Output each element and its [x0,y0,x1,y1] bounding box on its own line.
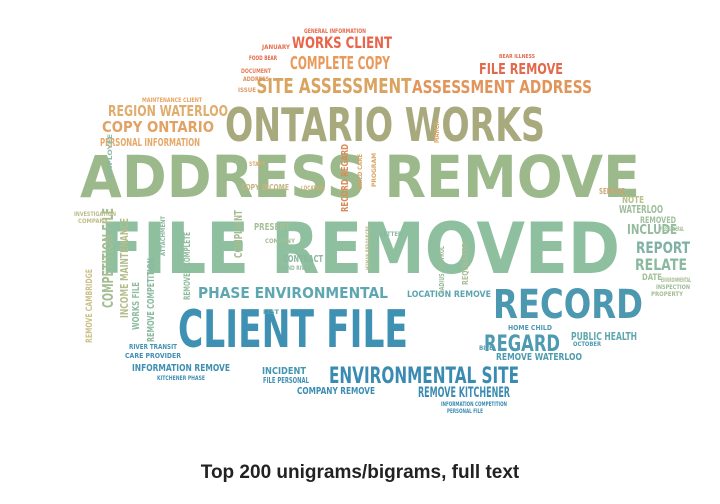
cloud-word: PRESENT [254,222,290,233]
cloud-word: REMOVE CAMBRIDGE [85,269,95,343]
cloud-word: CARE PROVIDER [125,352,182,360]
cloud-word: REGARD [484,332,560,357]
cloud-word: INSPECTION [656,284,690,291]
cloud-word: GENERAL INFORMATION [304,28,366,35]
cloud-word: WORKS FILE [131,282,142,330]
cloud-word: PERSONAL INFORMATION [100,136,200,149]
cloud-word: COMPLAINT [232,210,245,258]
cloud-word: ASSESSMENT ADDRESS [412,77,592,98]
cloud-word: MAINTENANCE CLIENT [142,97,203,104]
cloud-word: STAFF [249,161,265,168]
cloud-word: REMOVE WATERLOO [496,352,582,363]
cloud-word: SITE ASSESSMENT [257,74,412,98]
cloud-word: FILE GENERAL [660,226,684,233]
cloud-word: CHILD CARE [357,154,364,190]
cloud-word: EMPLOYEE [107,134,114,178]
cloud-word: INCLUDE [627,223,677,238]
cloud-word: REMOVED [640,216,676,226]
cloud-word: REGION WATERLOO [108,102,228,120]
cloud-word: INCIDENT [262,366,306,377]
cloud-word: ADDRESS REMOVE [80,143,640,211]
cloud-word: ATTACHMENT [160,215,167,256]
cloud-word: PROPERTY [651,291,684,298]
cloud-word: LIST [263,309,280,316]
cloud-word: LOCATION [301,185,325,192]
cloud-word: COMPETITION FILE [99,208,117,308]
cloud-word: ISSUE [238,87,256,94]
cloud-word: COMPANY REMOVE [297,386,375,397]
cloud-word: MARCH [433,121,441,143]
cloud-word: RELATE [635,255,687,274]
cloud-word: LOCATION REMOVE [407,290,491,300]
cloud-word: INCOME MAINTENANCE [118,218,131,318]
cloud-word: ENVIRONMENTAL SITE [329,364,519,389]
cloud-word: CONTRACT [283,254,323,265]
cloud-word: HUMAN RESOURCES [365,226,372,270]
cloud-word: INVESTIGATION [74,211,116,218]
cloud-word: RADIUS CONTROL [438,246,446,294]
cloud-word: PERSONAL FILE [447,408,483,415]
cloud-word: DATE [642,273,662,283]
cloud-word: NOTE [622,195,644,206]
cloud-word: HOME CHILD [508,324,552,332]
cloud-word: ADDRESS [243,76,269,83]
chart-title: Top 200 unigrams/bigrams, full text [200,462,520,483]
cloud-word: GRAND RIVER [277,265,311,272]
cloud-word: REQUESTER [461,243,470,285]
cloud-word: REPORT [636,238,690,257]
cloud-word: REMOVE COMPETITION [146,258,157,342]
cloud-word: FILE PERSONAL [263,376,309,385]
cloud-word: COMPANY [265,238,296,245]
cloud-word: DOCUMENT [241,68,272,75]
cloud-word: SERVICE [599,187,625,196]
word-cloud: ADDRESS REMOVE FILE REMOVED ONTARIO WORK… [74,28,691,415]
cloud-word: RECORD [493,282,643,328]
cloud-word: OCTOBER [573,341,601,348]
cloud-word: REMOVE KITCHENER [418,385,510,401]
cloud-word: COMPANY [78,218,109,225]
cloud-word: CLIENT FILE [178,300,408,360]
cloud-word: LETTER [380,231,402,238]
cloud-word: PROGRAM [371,153,378,187]
cloud-word: FILE REMOVE [479,60,563,78]
cloud-word: ENVIRONMENTAL [661,277,691,284]
cloud-word: BITE [479,345,493,352]
cloud-word: BEAR ILLNESS [499,54,535,60]
cloud-word: FOOD BEAR [249,55,277,62]
cloud-word: PHASE ENVIRONMENTAL [198,284,388,302]
cloud-word: KITCHENER PHASE [157,375,205,382]
cloud-word: JANUARY [261,44,291,51]
cloud-word: WATERLOO [619,203,663,216]
cloud-word: REMOVED COMPLETE [183,232,193,300]
cloud-word: COPY INCOME [241,183,289,192]
cloud-word: COPY ONTARIO [102,118,214,136]
cloud-word: INFORMATION REMOVE [132,363,230,374]
cloud-word: RIVER TRANSIT [129,343,177,351]
cloud-word: COMPLETE COPY [290,53,391,74]
cloud-word: ONTARIO WORKS [225,98,545,152]
cloud-word: FILE REMOVED [100,208,620,290]
cloud-word: WORKS CLIENT [292,33,392,52]
cloud-word: INFORMATION COMPETITION [441,401,507,408]
cloud-word: RECORD REGARD [340,144,351,212]
cloud-word: PUBLIC HEALTH [571,330,637,343]
